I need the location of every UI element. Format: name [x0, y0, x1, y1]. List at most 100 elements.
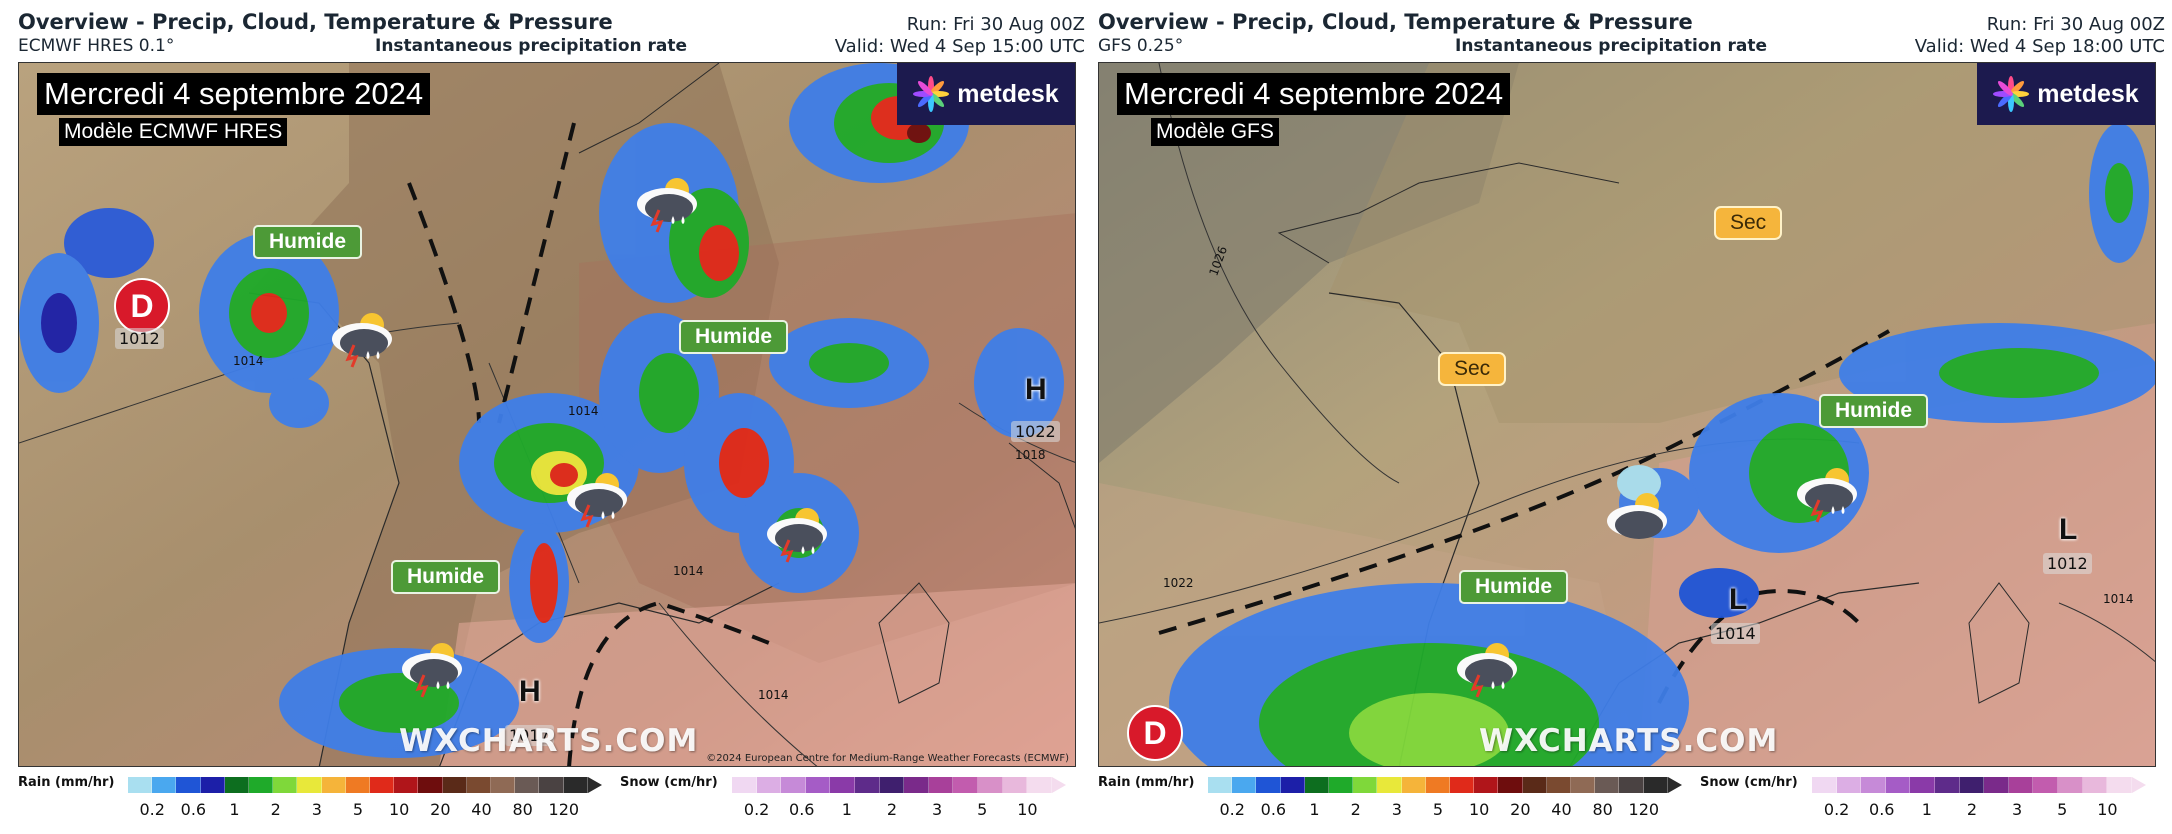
metdesk-burst-icon	[1993, 76, 2030, 112]
tick-label: 40	[471, 800, 492, 819]
color-swatch	[805, 777, 831, 793]
color-swatch	[1812, 777, 1837, 793]
tick-label: 2	[1350, 800, 1361, 819]
color-swatch	[1027, 777, 1052, 793]
isobar-label: 1014	[568, 404, 599, 418]
color-swatch	[1643, 777, 1668, 793]
humide-label: Humide	[679, 320, 789, 354]
color-swatch	[200, 777, 225, 793]
color-swatch	[1377, 777, 1402, 793]
model-label: Modèle ECMWF HRES	[59, 118, 288, 146]
color-swatch	[1304, 777, 1330, 793]
tick-label: 0.6	[1869, 800, 1895, 819]
model-label: Modèle GFS	[1151, 118, 1279, 146]
snow-scale-arrow	[1052, 777, 1066, 793]
metdesk-burst-icon	[913, 76, 950, 112]
tick-label: 3	[311, 800, 322, 819]
color-swatch	[394, 777, 419, 793]
thunderstorm-icon	[1457, 643, 1517, 698]
pressure-value: 1022	[1011, 421, 1060, 442]
gfs-panel: Overview - Precip, Cloud, Temperature & …	[1090, 0, 2170, 834]
color-swatch	[442, 777, 467, 793]
color-swatch	[1885, 777, 1911, 793]
color-swatch	[781, 777, 806, 793]
wxcharts-watermark: WXCHARTS.COM	[399, 723, 699, 759]
sec-label: Sec	[1714, 206, 1783, 240]
color-swatch	[128, 777, 153, 793]
color-swatch	[152, 777, 177, 793]
color-swatch	[345, 777, 371, 793]
model-name: GFS 0.25°	[1098, 36, 1184, 56]
metdesk-brand: metdesk	[2037, 79, 2139, 108]
color-swatch	[1571, 777, 1596, 793]
high-pressure-letter: H	[519, 675, 541, 708]
color-swatch	[491, 777, 516, 793]
run-time: Run: Fri 30 Aug 00Z	[906, 14, 1085, 35]
snow-color-scale	[732, 777, 1052, 793]
chart-title: Overview - Precip, Cloud, Temperature & …	[18, 10, 613, 34]
tick-label: 5	[2057, 800, 2068, 819]
color-swatch	[1935, 777, 1960, 793]
color-swatch	[2008, 777, 2034, 793]
snow-legend-title: Snow (cm/hr)	[620, 775, 718, 790]
color-swatch	[2082, 777, 2108, 793]
valid-time: Valid: Wed 4 Sep 18:00 UTC	[1914, 36, 2165, 57]
tick-label: 40	[1551, 800, 1572, 819]
tick-label: 0.6	[789, 800, 815, 819]
color-swatch	[953, 777, 979, 793]
color-swatch	[1861, 777, 1886, 793]
snow-scale-arrow	[2132, 777, 2146, 793]
color-swatch	[1353, 777, 1378, 793]
tick-label: 0.2	[139, 800, 165, 819]
metdesk-logo: metdesk	[897, 63, 1075, 125]
color-swatch	[879, 777, 905, 793]
pressure-value: 1014	[1711, 623, 1760, 644]
thunderstorm-icon	[332, 313, 392, 368]
color-swatch	[2107, 777, 2132, 793]
pressure-value: 1012	[2043, 553, 2092, 574]
tick-label: 3	[1391, 800, 1402, 819]
color-swatch	[249, 777, 274, 793]
humide-label: Humide	[253, 225, 363, 259]
tick-label: 5	[352, 800, 364, 819]
thunderstorm-icon	[1797, 468, 1857, 523]
tick-label: 5	[977, 800, 988, 819]
low-pressure-marker: D	[1127, 705, 1183, 761]
color-swatch	[855, 777, 880, 793]
pressure-value: 1012	[115, 328, 164, 349]
tick-label: 1	[1309, 800, 1320, 819]
tick-label: 80	[1592, 800, 1613, 819]
snow-color-scale	[1812, 777, 2132, 793]
color-swatch	[1401, 777, 1426, 793]
snow-legend-title: Snow (cm/hr)	[1700, 775, 1798, 790]
rain-scale-arrow	[588, 777, 602, 793]
color-swatch	[1474, 777, 1499, 793]
color-swatch	[1910, 777, 1936, 793]
isobar-label: 1022	[1163, 576, 1194, 590]
model-name: ECMWF HRES 0.1°	[18, 36, 175, 56]
color-swatch	[1595, 777, 1620, 793]
tick-label: 10	[1017, 800, 1038, 819]
high-pressure-letter: H	[1025, 373, 1047, 406]
tick-label: 120	[548, 800, 580, 819]
chart-subtitle: Instantaneous precipitation rate	[375, 36, 688, 56]
humide-label: Humide	[391, 560, 501, 594]
tick-label: 3	[932, 800, 943, 819]
isobar-label: 1014	[2103, 592, 2134, 606]
color-swatch	[176, 777, 201, 793]
thunderstorm-icon	[567, 473, 627, 528]
isobar-label: 1018	[1015, 448, 1046, 462]
chart-subtitle: Instantaneous precipitation rate	[1455, 36, 1768, 56]
color-swatch	[1619, 777, 1644, 793]
tick-label: 2	[270, 800, 281, 819]
color-swatch	[1522, 777, 1547, 793]
isobar-label: 1014	[673, 564, 704, 578]
color-swatch	[1959, 777, 1985, 793]
tick-label: 10	[388, 800, 410, 819]
chart-title: Overview - Precip, Cloud, Temperature & …	[1098, 10, 1693, 34]
color-swatch	[904, 777, 929, 793]
color-swatch	[2058, 777, 2083, 793]
color-swatch	[1450, 777, 1475, 793]
color-swatch	[563, 777, 588, 793]
thunderstorm-icon	[767, 508, 827, 563]
